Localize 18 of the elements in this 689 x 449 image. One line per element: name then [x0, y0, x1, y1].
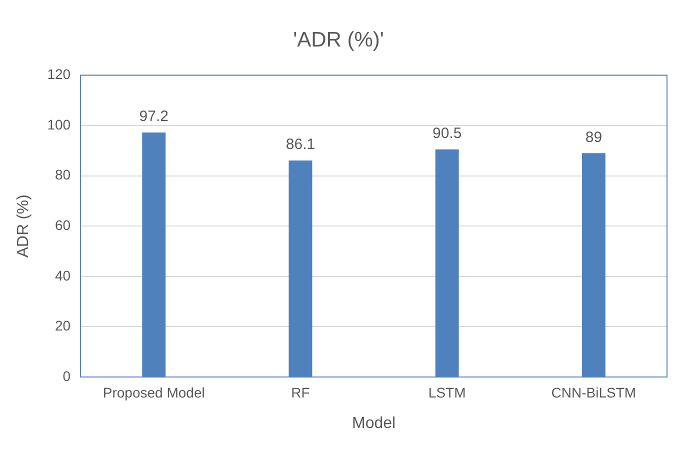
- y-tick-label: 60: [54, 216, 71, 233]
- y-tick-label: 80: [54, 166, 71, 183]
- data-label: 89: [585, 128, 602, 146]
- y-axis-title: ADR (%): [15, 194, 32, 258]
- y-tick-label: 20: [54, 318, 71, 334]
- data-label: 90.5: [432, 125, 462, 142]
- y-tick-label: 100: [47, 116, 71, 132]
- y-tick-label: 120: [47, 66, 71, 82]
- x-tick-label: CNN-BiLSTM: [551, 384, 636, 400]
- y-tick-label: 0: [62, 368, 71, 384]
- x-tick-label: RF: [291, 384, 310, 400]
- x-tick-label: LSTM: [428, 384, 466, 400]
- x-axis-title: Model: [352, 414, 396, 432]
- data-label: 86.1: [286, 136, 316, 154]
- data-label: 97.2: [139, 108, 168, 126]
- chart-title: 'ADR (%)': [293, 28, 384, 52]
- y-tick-label: 40: [54, 267, 71, 284]
- x-tick-label: Proposed Model: [102, 384, 205, 400]
